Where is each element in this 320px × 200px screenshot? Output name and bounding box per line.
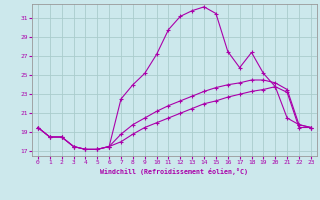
X-axis label: Windchill (Refroidissement éolien,°C): Windchill (Refroidissement éolien,°C): [100, 168, 248, 175]
